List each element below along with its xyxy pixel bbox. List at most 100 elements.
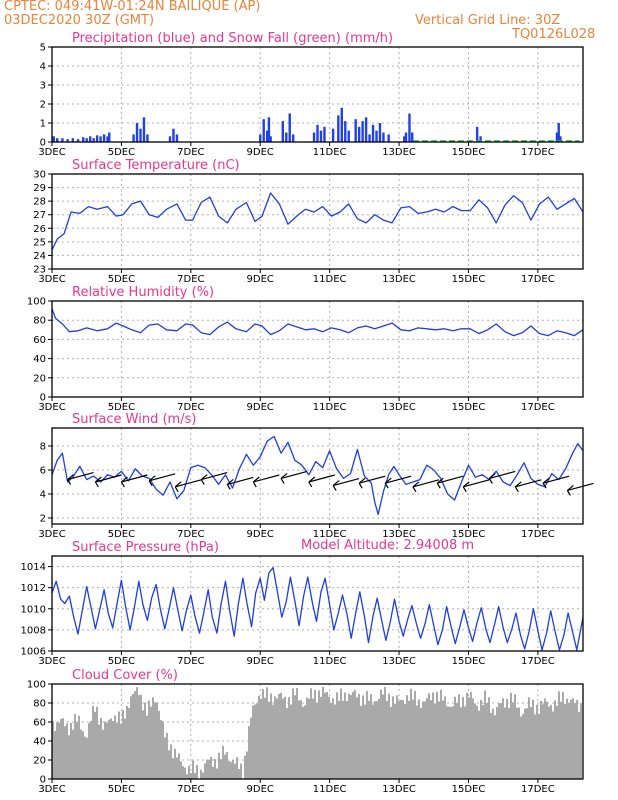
x-tick-label: 17DEC xyxy=(521,529,555,540)
x-tick-label: 9DEC xyxy=(247,784,274,795)
y-tick-label: 0 xyxy=(40,775,46,786)
panel-frame xyxy=(51,427,584,525)
wind-arrow-head xyxy=(174,481,182,493)
cloud-bar xyxy=(368,700,370,779)
y-tick-label: 23 xyxy=(33,265,46,276)
cloud-bar xyxy=(82,731,84,779)
precip-bar xyxy=(52,136,55,142)
cloud-bar xyxy=(222,745,224,779)
cloud-bar xyxy=(344,692,346,779)
cloud-bar xyxy=(70,722,72,779)
cloud-bar xyxy=(366,691,368,779)
cloud-bar xyxy=(442,700,444,779)
cloud-bar xyxy=(156,702,158,779)
cloud-bar xyxy=(100,717,102,779)
cloud-bar xyxy=(102,729,104,779)
cloud-bar xyxy=(386,700,388,779)
cloud-bar xyxy=(460,707,462,779)
x-tick-label: 7DEC xyxy=(177,147,204,158)
cloud-bar xyxy=(316,702,318,779)
x-tick-label: 13DEC xyxy=(382,529,416,540)
cloud-bar xyxy=(538,713,540,779)
cloud-bar xyxy=(234,763,236,779)
x-tick-label: 15DEC xyxy=(452,784,486,795)
precip-bar xyxy=(364,117,368,142)
precip-bar xyxy=(357,126,361,142)
cloud-bar xyxy=(172,758,174,779)
y-tick-label: 40 xyxy=(33,354,46,365)
precip-bar xyxy=(262,119,265,142)
y-tick-label: 1014 xyxy=(21,562,46,573)
cloud-bar xyxy=(322,687,324,779)
precip-bar xyxy=(102,134,106,142)
cloud-bar xyxy=(406,695,408,779)
cloud-bar xyxy=(466,692,468,779)
wind-arrow-head xyxy=(120,476,128,488)
cloud-bar xyxy=(94,711,96,779)
cloud-bar xyxy=(384,686,386,779)
cloud-bar xyxy=(506,698,508,779)
y-tick-label: 80 xyxy=(33,316,46,327)
x-tick-label: 13DEC xyxy=(382,402,416,413)
cloud-bar xyxy=(494,715,496,779)
precip-bar xyxy=(76,139,80,142)
x-tick-label: 3DEC xyxy=(38,784,65,795)
cloud-bar xyxy=(76,722,78,779)
panel-1: Surface Temperature (nC) 23 24 25 26 27 28 29 30… xyxy=(33,158,584,285)
cloud-bar xyxy=(62,718,64,779)
cloud-bar xyxy=(52,721,54,779)
cloud-bar xyxy=(512,702,514,779)
cloud-bar xyxy=(56,722,58,779)
y-tick-label: 5 xyxy=(40,43,46,54)
cloud-bar xyxy=(560,701,562,779)
cloud-bar xyxy=(68,735,70,779)
cloud-bar xyxy=(354,689,356,779)
precip-bar xyxy=(85,138,88,142)
cloud-bar xyxy=(272,704,274,779)
cloud-bar xyxy=(462,696,464,779)
cloud-bar xyxy=(148,700,150,779)
cloud-bar xyxy=(170,744,172,779)
cloud-bar xyxy=(318,690,320,779)
x-tick-label: 11DEC xyxy=(313,529,347,540)
cloud-bar xyxy=(244,755,246,779)
cloud-bar xyxy=(60,718,62,779)
cloud-bar xyxy=(80,729,82,779)
wind-arrow-head xyxy=(566,484,574,496)
cloud-bar xyxy=(558,691,560,779)
x-tick-label: 7DEC xyxy=(177,274,204,285)
x-tick-label: 13DEC xyxy=(382,784,416,795)
x-tick-label: 3DEC xyxy=(38,274,65,285)
precip-bar xyxy=(168,136,172,142)
wind-arrow-head xyxy=(462,481,470,493)
cloud-bar xyxy=(444,696,446,779)
wind-arrow-head xyxy=(412,481,420,493)
wind-arrow xyxy=(67,472,94,481)
cloud-bar xyxy=(96,706,98,779)
y-tick-label: 60 xyxy=(33,335,46,346)
cloud-bar xyxy=(544,698,546,779)
x-tick-label: 17DEC xyxy=(521,784,555,795)
cloud-bar xyxy=(488,697,490,779)
cloud-bar xyxy=(536,704,538,779)
y-tick-label: 2 xyxy=(40,100,46,111)
cloud-bar xyxy=(278,693,280,779)
cloud-bar xyxy=(414,690,416,779)
cloud-bar xyxy=(504,707,506,779)
wind-arrow xyxy=(489,470,516,479)
wind-arrow xyxy=(463,479,490,488)
wind-arrow xyxy=(437,475,464,484)
x-tick-label: 9DEC xyxy=(247,274,274,285)
cloud-bar xyxy=(378,698,380,779)
cloud-bar xyxy=(498,703,500,779)
x-tick-label: 15DEC xyxy=(452,529,486,540)
cloud-bar xyxy=(360,705,362,779)
cloud-bar xyxy=(262,688,264,779)
cloud-bar xyxy=(292,688,294,779)
cloud-bar xyxy=(128,707,130,779)
precip-bar xyxy=(71,138,75,142)
x-tick-label: 17DEC xyxy=(521,274,555,285)
y-tick-label: 3 xyxy=(40,81,46,92)
y-tick-label: 20 xyxy=(33,373,46,384)
cloud-bar xyxy=(540,700,542,779)
